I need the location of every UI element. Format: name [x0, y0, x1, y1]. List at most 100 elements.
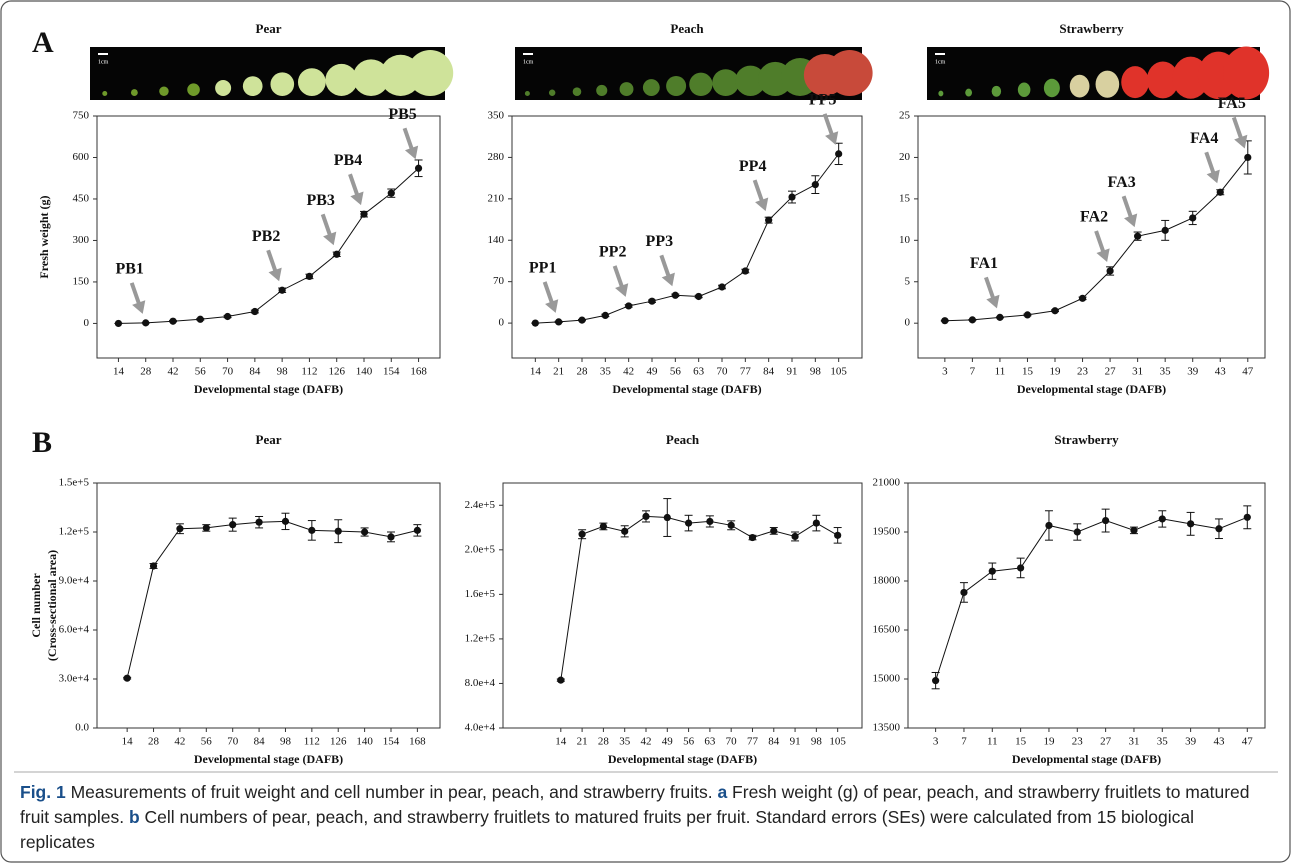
annotation-label: PB3 — [306, 192, 334, 209]
y-tick-label: 450 — [73, 193, 90, 205]
panel-label: B — [32, 426, 52, 459]
x-tick-label: 56 — [683, 736, 695, 748]
fruit — [1044, 79, 1060, 97]
fruit — [549, 90, 555, 96]
x-tick-label: 27 — [1100, 736, 1112, 748]
data-point — [333, 251, 340, 258]
data-point — [578, 317, 585, 324]
fruit — [620, 82, 634, 96]
chart-title: Peach — [666, 432, 700, 447]
fruit — [1018, 82, 1031, 96]
x-tick-label: 14 — [122, 736, 134, 748]
x-tick-label: 56 — [201, 736, 213, 748]
data-point — [1244, 154, 1251, 161]
annotation-label: FA4 — [1190, 130, 1218, 147]
x-tick-label: 28 — [598, 736, 610, 748]
data-point — [579, 531, 586, 538]
data-point — [718, 283, 725, 290]
x-tick-label: 168 — [410, 366, 427, 378]
data-point — [1134, 233, 1141, 240]
figure-graphics: A B Pear1cm01503004506007501428425670849… — [0, 0, 1292, 864]
data-point — [1215, 525, 1222, 532]
x-tick-label: 11 — [987, 736, 998, 748]
scale-bar — [98, 53, 108, 55]
data-point — [1130, 527, 1137, 534]
x-tick-label: 3 — [942, 366, 948, 378]
annotation-arrow — [350, 174, 358, 197]
annotation-label: FA3 — [1108, 174, 1136, 191]
data-point — [813, 519, 820, 526]
data-point — [648, 298, 655, 305]
data-point — [1051, 307, 1058, 314]
y-tick-label: 350 — [488, 110, 505, 122]
fruit — [215, 80, 231, 96]
annotation-arrow — [1206, 152, 1214, 175]
data-point — [960, 589, 967, 596]
x-tick-label: 28 — [140, 366, 152, 378]
fruit — [298, 68, 326, 96]
x-tick-label: 77 — [747, 736, 759, 748]
data-point — [1079, 295, 1086, 302]
x-tick-label: 168 — [409, 736, 426, 748]
data-point — [1159, 515, 1166, 522]
data-point — [414, 527, 421, 534]
data-point — [1024, 311, 1031, 318]
figure: A B Pear1cm01503004506007501428425670849… — [0, 0, 1292, 864]
x-axis-label: Developmental stage (DAFB) — [194, 752, 343, 766]
x-tick-label: 11 — [995, 366, 1006, 378]
data-point — [415, 165, 422, 172]
y-tick-label: 19500 — [873, 526, 901, 538]
annotation-label: PP5 — [809, 92, 837, 109]
data-point — [255, 519, 262, 526]
y-tick-label: 15000 — [873, 673, 901, 685]
x-tick-label: 126 — [330, 736, 347, 748]
data-point — [387, 533, 394, 540]
x-tick-label: 14 — [113, 366, 125, 378]
data-point — [996, 314, 1003, 321]
y-tick-label: 1.6e+5 — [465, 588, 496, 600]
x-tick-label: 31 — [1128, 736, 1139, 748]
data-point — [1244, 514, 1251, 521]
y-tick-label: 300 — [73, 234, 90, 246]
x-tick-label: 154 — [383, 736, 400, 748]
x-tick-label: 47 — [1242, 366, 1254, 378]
fruit — [159, 87, 168, 96]
fruit — [689, 73, 712, 96]
x-tick-label: 7 — [970, 366, 976, 378]
fruit — [131, 89, 138, 96]
data-line — [118, 168, 418, 323]
annotation-arrow — [661, 255, 669, 278]
x-axis-label: Developmental stage (DAFB) — [612, 382, 761, 396]
x-tick-label: 84 — [763, 366, 775, 378]
annotation-arrow — [545, 282, 553, 305]
y-tick-label: 0 — [499, 317, 505, 329]
fruit — [643, 79, 660, 96]
x-tick-label: 63 — [693, 366, 705, 378]
data-point — [224, 313, 231, 320]
fruit — [270, 72, 294, 96]
y-tick-label: 18000 — [873, 575, 901, 587]
x-tick-label: 15 — [1015, 736, 1027, 748]
plot-frame — [503, 483, 862, 728]
x-tick-label: 70 — [222, 366, 234, 378]
x-tick-label: 84 — [249, 366, 261, 378]
x-tick-label: 19 — [1043, 736, 1055, 748]
x-tick-label: 28 — [577, 366, 589, 378]
x-tick-label: 42 — [174, 736, 185, 748]
x-tick-label: 98 — [811, 736, 823, 748]
x-tick-label: 14 — [555, 736, 567, 748]
caption-label: b — [129, 807, 140, 827]
data-point — [1045, 522, 1052, 529]
panel-label: A — [32, 26, 54, 59]
x-tick-label: 47 — [1242, 736, 1254, 748]
data-point — [989, 568, 996, 575]
data-line — [127, 521, 417, 678]
y-tick-label: 0 — [84, 317, 90, 329]
data-point — [765, 217, 772, 224]
x-tick-label: 105 — [829, 736, 846, 748]
x-tick-label: 35 — [1160, 366, 1172, 378]
data-line — [945, 157, 1248, 320]
y-tick-label: 1.2e+5 — [59, 526, 90, 538]
x-axis-label: Developmental stage (DAFB) — [608, 752, 757, 766]
fruit — [596, 85, 607, 96]
